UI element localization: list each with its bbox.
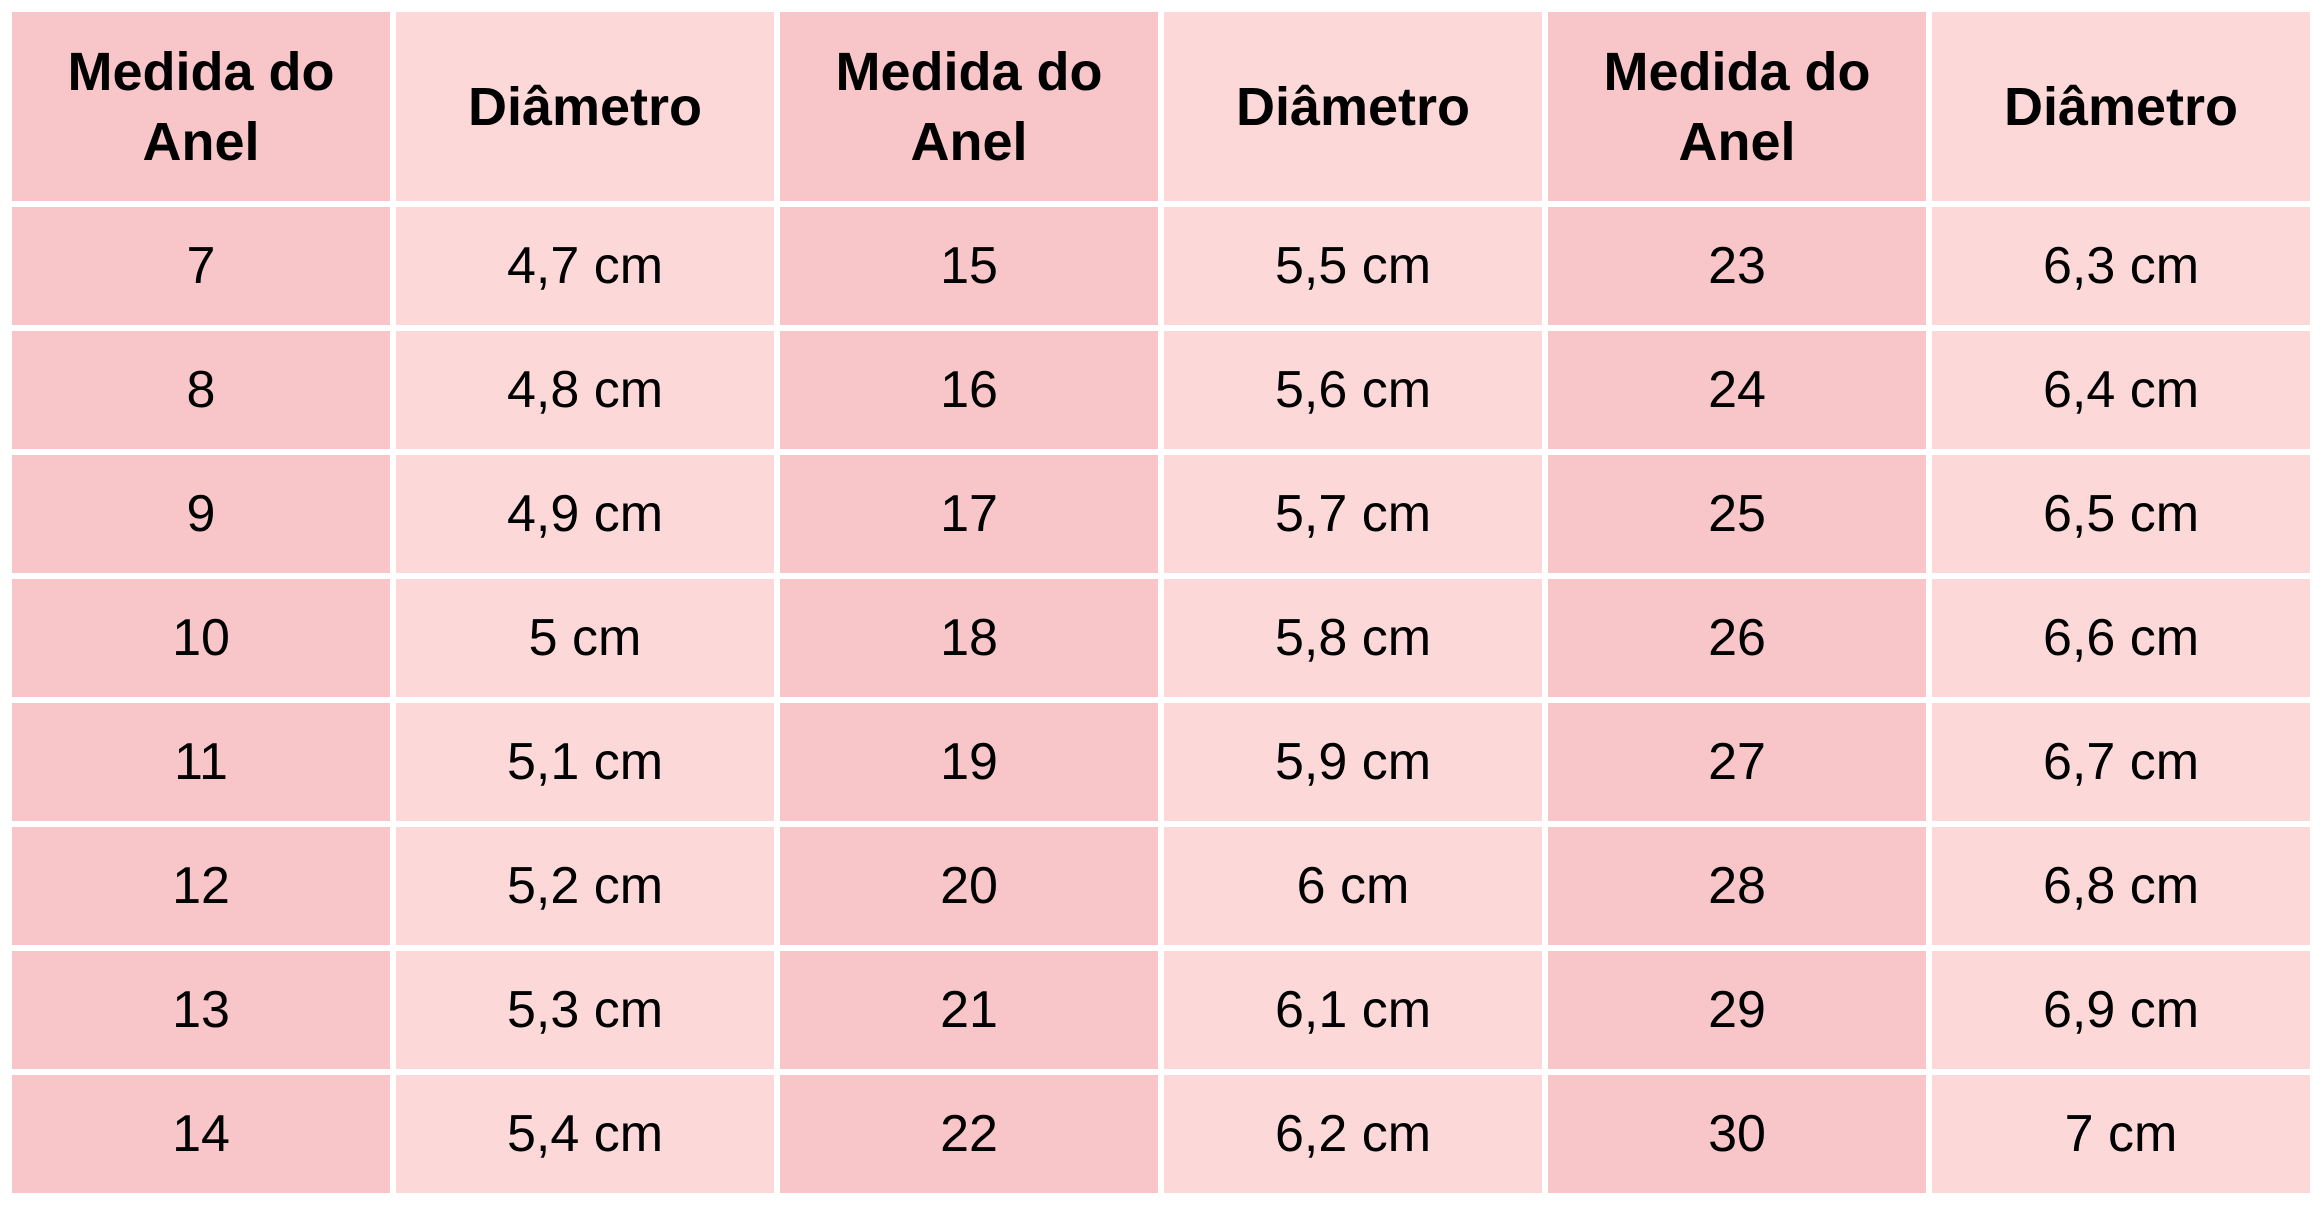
header-ring-size: Medida do Anel bbox=[12, 12, 390, 201]
cell-ring-size: 19 bbox=[780, 703, 1158, 821]
cell-ring-size: 29 bbox=[1548, 951, 1926, 1069]
cell-diameter: 6,3 cm bbox=[1932, 207, 2310, 325]
cell-ring-size: 27 bbox=[1548, 703, 1926, 821]
header-diameter: Diâmetro bbox=[396, 12, 774, 201]
cell-ring-size: 23 bbox=[1548, 207, 1926, 325]
cell-ring-size: 20 bbox=[780, 827, 1158, 945]
cell-diameter: 6,1 cm bbox=[1164, 951, 1542, 1069]
cell-diameter: 6 cm bbox=[1164, 827, 1542, 945]
cell-diameter: 6,6 cm bbox=[1932, 579, 2310, 697]
cell-diameter: 5,1 cm bbox=[396, 703, 774, 821]
cell-ring-size: 22 bbox=[780, 1075, 1158, 1193]
cell-ring-size: 15 bbox=[780, 207, 1158, 325]
cell-ring-size: 11 bbox=[12, 703, 390, 821]
cell-ring-size: 21 bbox=[780, 951, 1158, 1069]
cell-ring-size: 30 bbox=[1548, 1075, 1926, 1193]
cell-diameter: 5,8 cm bbox=[1164, 579, 1542, 697]
header-ring-size: Medida do Anel bbox=[1548, 12, 1926, 201]
header-diameter: Diâmetro bbox=[1164, 12, 1542, 201]
cell-ring-size: 26 bbox=[1548, 579, 1926, 697]
header-ring-size: Medida do Anel bbox=[780, 12, 1158, 201]
cell-diameter: 6,4 cm bbox=[1932, 331, 2310, 449]
cell-diameter: 5,3 cm bbox=[396, 951, 774, 1069]
cell-ring-size: 10 bbox=[12, 579, 390, 697]
cell-diameter: 6,7 cm bbox=[1932, 703, 2310, 821]
cell-ring-size: 12 bbox=[12, 827, 390, 945]
cell-ring-size: 24 bbox=[1548, 331, 1926, 449]
cell-ring-size: 14 bbox=[12, 1075, 390, 1193]
cell-diameter: 5,6 cm bbox=[1164, 331, 1542, 449]
ring-size-table: Medida do Anel Diâmetro Medida do Anel Diâm… bbox=[12, 12, 2310, 1193]
cell-ring-size: 17 bbox=[780, 455, 1158, 573]
cell-diameter: 5,9 cm bbox=[1164, 703, 1542, 821]
cell-diameter: 4,7 cm bbox=[396, 207, 774, 325]
cell-diameter: 6,2 cm bbox=[1164, 1075, 1542, 1193]
cell-ring-size: 9 bbox=[12, 455, 390, 573]
cell-diameter: 6,9 cm bbox=[1932, 951, 2310, 1069]
cell-diameter: 5 cm bbox=[396, 579, 774, 697]
cell-diameter: 5,7 cm bbox=[1164, 455, 1542, 573]
cell-diameter: 5,5 cm bbox=[1164, 207, 1542, 325]
cell-diameter: 6,8 cm bbox=[1932, 827, 2310, 945]
header-diameter: Diâmetro bbox=[1932, 12, 2310, 201]
cell-ring-size: 7 bbox=[12, 207, 390, 325]
cell-ring-size: 18 bbox=[780, 579, 1158, 697]
cell-diameter: 4,9 cm bbox=[396, 455, 774, 573]
cell-ring-size: 8 bbox=[12, 331, 390, 449]
cell-diameter: 4,8 cm bbox=[396, 331, 774, 449]
cell-diameter: 5,2 cm bbox=[396, 827, 774, 945]
cell-diameter: 7 cm bbox=[1932, 1075, 2310, 1193]
cell-ring-size: 16 bbox=[780, 331, 1158, 449]
cell-diameter: 6,5 cm bbox=[1932, 455, 2310, 573]
cell-ring-size: 25 bbox=[1548, 455, 1926, 573]
cell-ring-size: 13 bbox=[12, 951, 390, 1069]
cell-ring-size: 28 bbox=[1548, 827, 1926, 945]
cell-diameter: 5,4 cm bbox=[396, 1075, 774, 1193]
